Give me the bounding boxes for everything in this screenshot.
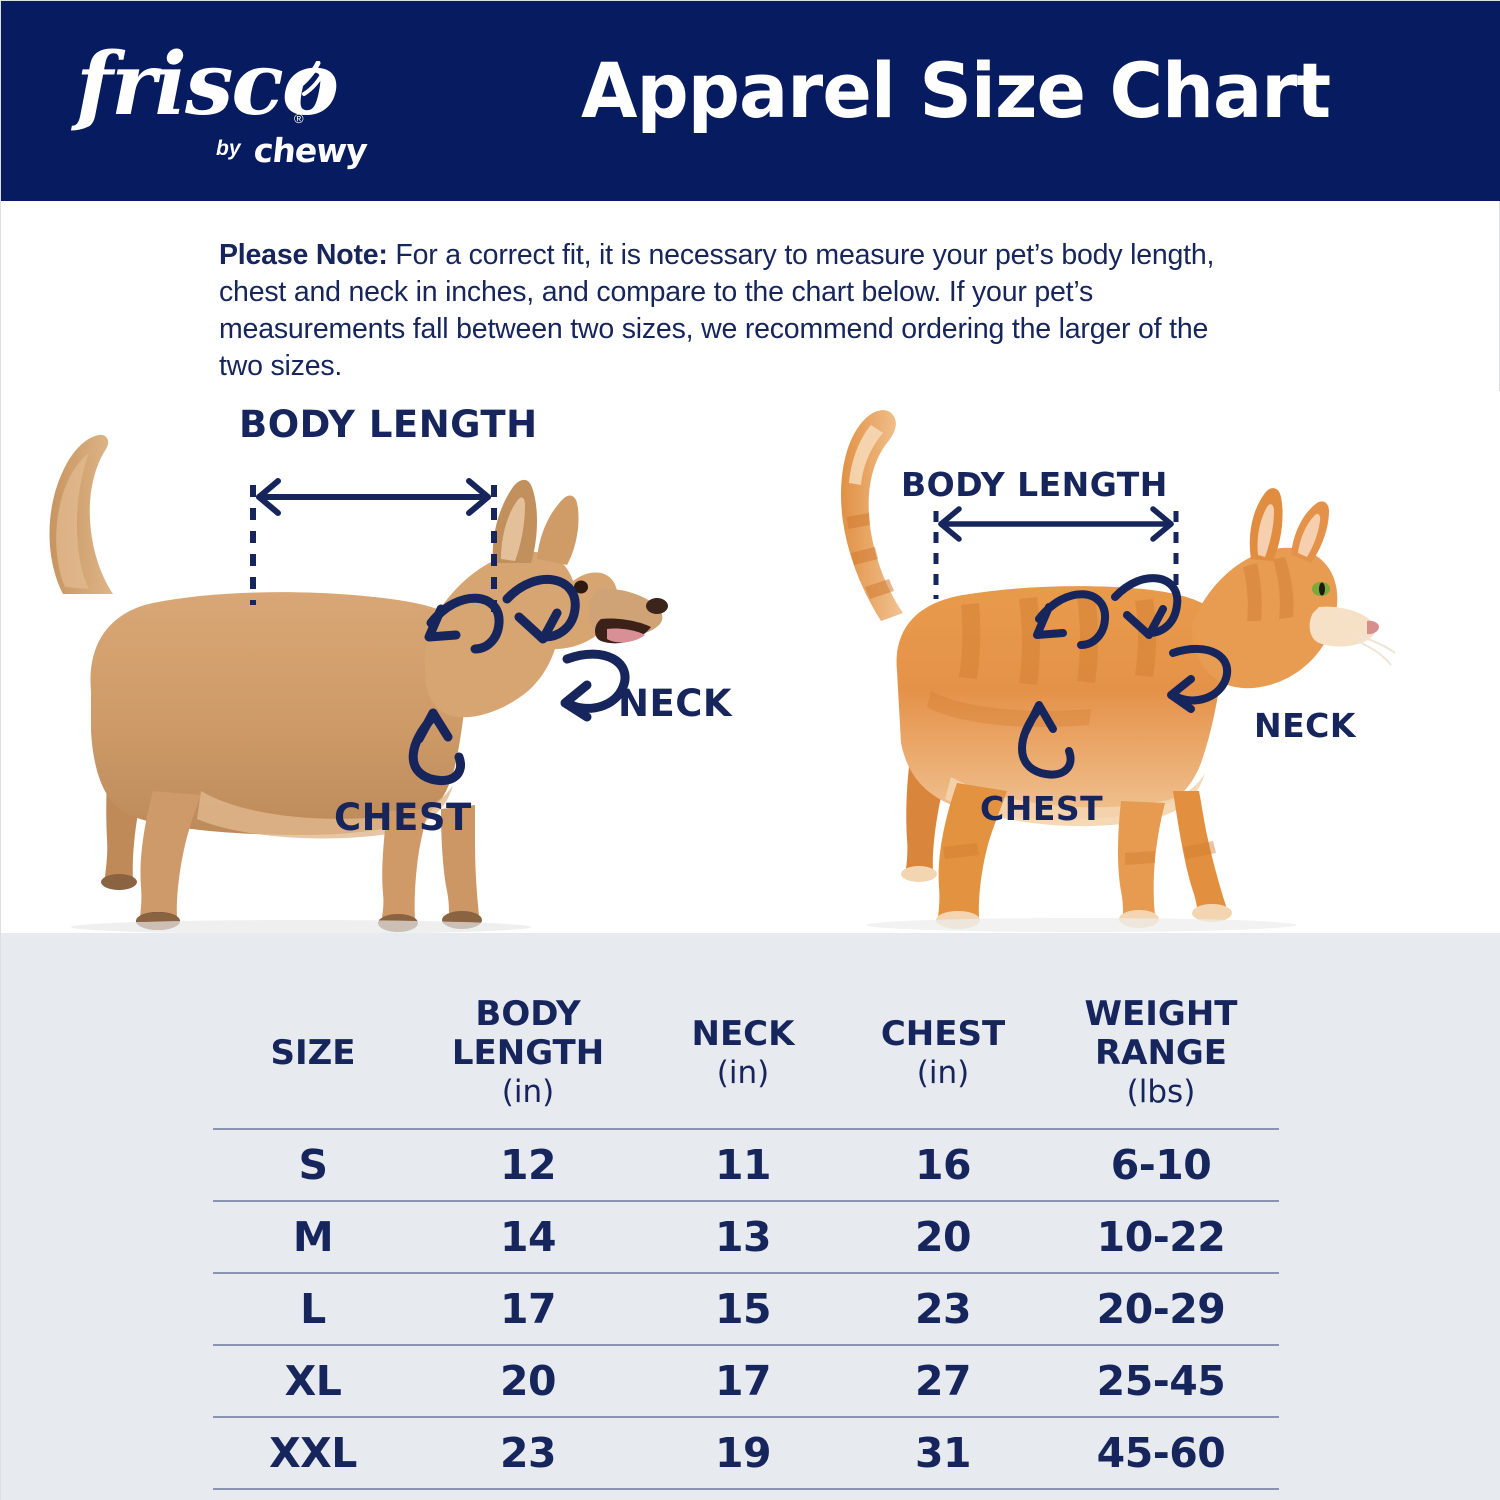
col-header-neck-text: NECK [691,1013,795,1054]
cell-weight: 25-45 [1043,1345,1279,1418]
cell-weight: 10-22 [1043,1201,1279,1274]
cat-chest-label: CHEST [980,789,1104,828]
col-header-size: SIZE [213,995,413,1130]
cell-neck: 19 [643,1417,843,1490]
table-row: S 12 11 16 6-10 [213,1129,1279,1202]
dog-body-length-label: BODY LENGTH [239,403,538,446]
brand-wordmark: frisco [76,34,339,135]
cell-size: M [213,1201,413,1274]
dog-chest-arrow [408,708,465,785]
table-row: XL 20 17 27 25-45 [213,1345,1279,1418]
dog-illustration [49,434,668,934]
cat-girth-arrow-2 [1111,574,1182,639]
table-header-row: SIZE BODY LENGTH (in) NECK (in) CHEST (i… [213,994,1279,1130]
col-header-body-length-unit: (in) [501,1074,555,1110]
cell-chest: 27 [843,1345,1043,1418]
table-row: L 17 15 23 20-29 [213,1273,1279,1346]
cat-body-length-label: BODY LENGTH [901,465,1168,504]
dog-bodylength-arrow [256,478,491,516]
cat-chest-arrow [1018,701,1075,779]
logo-swoosh-icon [289,61,326,96]
dog-neck-label: NECK [618,682,733,725]
illustration-area: BODY LENGTH NECK CHEST [1,391,1500,934]
cell-neck: 13 [643,1201,843,1274]
cell-chest: 23 [843,1273,1043,1346]
cell-weight: 20-29 [1043,1273,1279,1346]
registered-mark: ® [294,111,304,126]
size-table-section: SIZE BODY LENGTH (in) NECK (in) CHEST (i… [1,933,1500,1500]
cat-girth-arrow [1033,590,1109,649]
cat-neck-label: NECK [1254,706,1356,745]
col-header-chest-unit: (in) [916,1054,970,1091]
cell-weight: 45-60 [1043,1417,1279,1490]
cell-weight: 6-10 [1043,1129,1279,1202]
size-table: SIZE BODY LENGTH (in) NECK (in) CHEST (i… [213,995,1279,1490]
cell-body-length: 20 [413,1345,643,1418]
logo-by-text: by [216,137,241,160]
please-note-label: Please Note: [219,239,388,271]
col-header-size-text: SIZE [270,1033,356,1073]
cell-neck: 11 [643,1129,843,1202]
cell-body-length: 14 [413,1201,643,1274]
table-row: M 14 13 20 10-22 [213,1201,1279,1274]
dog-girth-arrow [424,593,504,654]
table-row: XXL 23 19 31 45-60 [213,1417,1279,1490]
dog-neck-arrow [560,649,630,722]
logo-chewy-text: chewy [251,131,369,170]
col-header-neck: NECK (in) [643,995,843,1130]
cat-bodylength-arrow [938,506,1174,542]
cell-chest: 31 [843,1417,1043,1490]
cell-size: S [213,1129,413,1202]
cell-size: L [213,1273,413,1346]
cell-size: XXL [213,1417,413,1490]
cell-chest: 16 [843,1129,1043,1202]
page-title: Apparel Size Chart [581,46,1331,135]
col-header-weight-range-text: WEIGHT RANGE [1084,994,1238,1073]
cell-size: XL [213,1345,413,1418]
cat-neck-arrow [1167,645,1231,713]
cell-body-length: 12 [413,1129,643,1202]
please-note-text: For a correct fit, it is necessary to me… [219,239,1215,382]
size-table-body: S 12 11 16 6-10 M 14 13 20 10-22 L 17 15 [213,1129,1279,1490]
col-header-weight-range: WEIGHT RANGE (lbs) [1043,994,1279,1130]
col-header-weight-range-unit: (lbs) [1126,1074,1196,1110]
cell-body-length: 17 [413,1273,643,1346]
dog-girth-arrow-2 [502,575,580,644]
frisco-logo: frisco ® by chewy [76,34,376,171]
col-header-chest: CHEST (in) [843,995,1043,1130]
cell-neck: 17 [643,1345,843,1418]
col-header-chest-text: CHEST [880,1013,1006,1054]
please-note-paragraph: Please Note: For a correct fit, it is ne… [219,237,1249,385]
page-header: frisco ® by chewy Apparel Size Chart [1,1,1500,201]
size-table-head: SIZE BODY LENGTH (in) NECK (in) CHEST (i… [213,994,1279,1130]
col-header-neck-unit: (in) [716,1054,770,1091]
cell-body-length: 23 [413,1417,643,1490]
col-header-body-length-text: BODY LENGTH [451,994,605,1073]
cell-chest: 20 [843,1201,1043,1274]
col-header-body-length: BODY LENGTH (in) [413,994,643,1130]
cell-neck: 15 [643,1273,843,1346]
dog-chest-label: CHEST [334,796,472,839]
cat-illustration [841,410,1396,932]
